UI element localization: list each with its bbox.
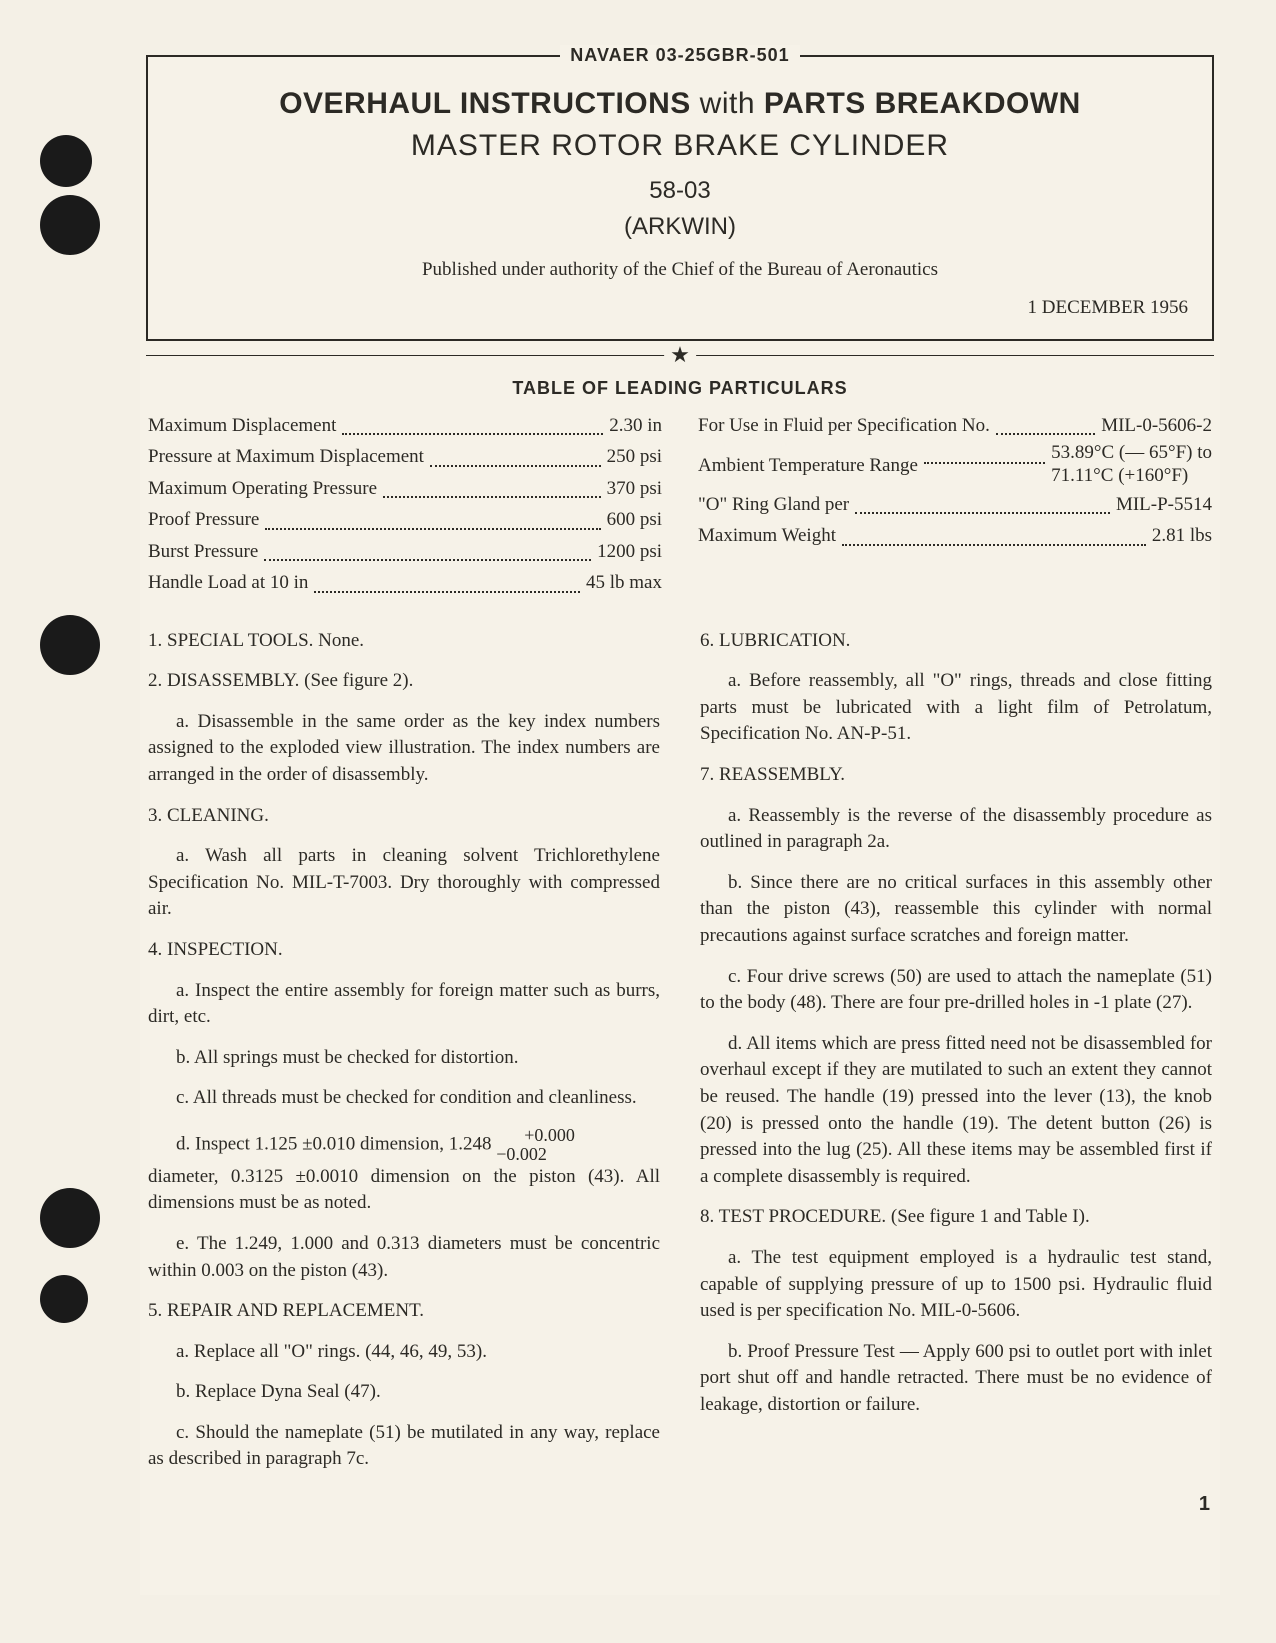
particulars-label: Pressure at Maximum Displacement: [148, 442, 424, 471]
para-8b: b. Proof Pressure Test — Apply 600 psi t…: [700, 1339, 1212, 1419]
star-icon: ★: [664, 342, 696, 368]
publication-date: 1 DECEMBER 1956: [172, 297, 1188, 319]
divider-rule: ★: [146, 355, 1214, 356]
particulars-label: Ambient Temperature Range: [698, 451, 918, 480]
particulars-value: 250 psi: [607, 442, 662, 471]
punch-hole: [40, 1188, 100, 1248]
temp-range-bottom: 71.11°C (+160°F): [1051, 465, 1188, 486]
particulars-value: 2.81 lbs: [1152, 521, 1212, 550]
particulars-left-column: Maximum Displacement 2.30 in Pressure at …: [148, 409, 662, 600]
punch-hole: [40, 195, 100, 255]
section-3-heading: 3. CLEANING.: [148, 803, 660, 830]
particulars-label: Burst Pressure: [148, 537, 258, 566]
leader-dots: [430, 465, 601, 467]
leader-dots: [996, 433, 1095, 435]
model-number: 58-03: [172, 177, 1188, 205]
particulars-label: Maximum Displacement: [148, 411, 336, 440]
punch-hole: [40, 1275, 88, 1323]
para-4d-prefix: d. Inspect 1.125 ±0.010 dimension, 1.248: [176, 1133, 496, 1154]
para-6a: a. Before reassembly, all "O" rings, thr…: [700, 668, 1212, 748]
para-5b: b. Replace Dyna Seal (47).: [148, 1379, 660, 1406]
particulars-right-column: For Use in Fluid per Specification No. MI…: [698, 409, 1212, 600]
left-text-column: 1. SPECIAL TOOLS. None. 2. DISASSEMBLY. …: [148, 618, 660, 1487]
publication-authority: Published under authority of the Chief o…: [172, 259, 1188, 281]
para-5c: c. Should the nameplate (51) be mutilate…: [148, 1420, 660, 1473]
para-4b: b. All springs must be checked for disto…: [148, 1045, 660, 1072]
para-5a: a. Replace all "O" rings. (44, 46, 49, 5…: [148, 1339, 660, 1366]
punch-hole: [40, 615, 100, 675]
particulars-value: MIL-P-5514: [1116, 490, 1212, 519]
particulars-table: Maximum Displacement 2.30 in Pressure at …: [140, 409, 1220, 600]
para-4d-cont: diameter, 0.3125 ±0.0010 dimension on th…: [148, 1164, 660, 1217]
leader-dots: [342, 433, 603, 435]
body-columns: 1. SPECIAL TOOLS. None. 2. DISASSEMBLY. …: [140, 600, 1220, 1487]
para-4d: d. Inspect 1.125 ±0.010 dimension, 1.248…: [148, 1126, 660, 1164]
particulars-label: Maximum Operating Pressure: [148, 474, 377, 503]
leader-dots: [842, 544, 1146, 546]
particulars-row: Burst Pressure 1200 psi: [148, 537, 662, 566]
para-8a: a. The test equipment employed is a hydr…: [700, 1245, 1212, 1325]
section-2-heading: 2. DISASSEMBLY. (See figure 2).: [148, 668, 660, 695]
leader-dots: [264, 559, 591, 561]
section-4-heading: 4. INSPECTION.: [148, 937, 660, 964]
title-subject: MASTER ROTOR BRAKE CYLINDER: [172, 129, 1188, 163]
leader-dots: [314, 591, 580, 593]
para-4a: a. Inspect the entire assembly for forei…: [148, 978, 660, 1031]
particulars-row: Ambient Temperature Range 53.89°C (— 65°…: [698, 442, 1212, 488]
title-main: OVERHAUL INSTRUCTIONS with PARTS BREAKDO…: [172, 87, 1188, 121]
particulars-label: For Use in Fluid per Specification No.: [698, 411, 990, 440]
particulars-value: 2.30 in: [609, 411, 662, 440]
particulars-label: Proof Pressure: [148, 505, 259, 534]
para-7b: b. Since there are no critical surfaces …: [700, 870, 1212, 950]
particulars-row: Maximum Weight 2.81 lbs: [698, 521, 1212, 550]
particulars-heading: TABLE OF LEADING PARTICULARS: [140, 378, 1220, 399]
leader-dots: [924, 462, 1045, 464]
particulars-row: Proof Pressure 600 psi: [148, 505, 662, 534]
section-6-heading: 6. LUBRICATION.: [700, 628, 1212, 655]
particulars-row: Maximum Displacement 2.30 in: [148, 411, 662, 440]
particulars-row: "O" Ring Gland per MIL-P-5514: [698, 490, 1212, 519]
section-1-heading: 1. SPECIAL TOOLS. None.: [148, 628, 660, 655]
particulars-label: Maximum Weight: [698, 521, 836, 550]
particulars-row: Maximum Operating Pressure 370 psi: [148, 474, 662, 503]
para-7a: a. Reassembly is the reverse of the disa…: [700, 803, 1212, 856]
section-8-heading: 8. TEST PROCEDURE. (See figure 1 and Tab…: [700, 1204, 1212, 1231]
leader-dots: [855, 512, 1110, 514]
leader-dots: [265, 528, 600, 530]
para-2a: a. Disassemble in the same order as the …: [148, 709, 660, 789]
title-box: NAVAER 03-25GBR-501 OVERHAUL INSTRUCTION…: [146, 55, 1214, 341]
section-5-heading: 5. REPAIR AND REPLACEMENT.: [148, 1298, 660, 1325]
para-3a: a. Wash all parts in cleaning solvent Tr…: [148, 843, 660, 923]
particulars-value: 53.89°C (— 65°F) to71.11°C (+160°F): [1051, 442, 1212, 488]
particulars-value: MIL-0-5606-2: [1101, 411, 1212, 440]
manufacturer: (ARKWIN): [172, 213, 1188, 241]
particulars-row: Pressure at Maximum Displacement 250 psi: [148, 442, 662, 471]
section-7-heading: 7. REASSEMBLY.: [700, 762, 1212, 789]
particulars-label: "O" Ring Gland per: [698, 490, 849, 519]
particulars-value: 45 lb max: [586, 568, 662, 597]
punch-hole: [40, 135, 92, 187]
para-4e: e. The 1.249, 1.000 and 0.313 diameters …: [148, 1231, 660, 1284]
right-text-column: 6. LUBRICATION. a. Before reassembly, al…: [700, 618, 1212, 1487]
tolerance-fraction: +0.000−0.002: [496, 1126, 575, 1164]
tolerance-top: +0.000: [524, 1125, 575, 1145]
temp-range-top: 53.89°C (— 65°F) to: [1051, 442, 1212, 463]
particulars-value: 1200 psi: [597, 537, 662, 566]
tolerance-bottom: −0.002: [496, 1144, 547, 1164]
para-7c: c. Four drive screws (50) are used to at…: [700, 964, 1212, 1017]
particulars-label: Handle Load at 10 in: [148, 568, 308, 597]
particulars-value: 370 psi: [607, 474, 662, 503]
page-number: 1: [140, 1493, 1220, 1516]
para-7d: d. All items which are press fitted need…: [700, 1031, 1212, 1191]
title-part-c: PARTS BREAKDOWN: [764, 87, 1081, 120]
document-id: NAVAER 03-25GBR-501: [560, 45, 799, 66]
particulars-value: 600 psi: [607, 505, 662, 534]
particulars-row: For Use in Fluid per Specification No. MI…: [698, 411, 1212, 440]
para-4c: c. All threads must be checked for condi…: [148, 1085, 660, 1112]
page: NAVAER 03-25GBR-501 OVERHAUL INSTRUCTION…: [140, 55, 1220, 1595]
leader-dots: [383, 496, 601, 498]
title-part-b: with: [691, 87, 764, 120]
title-part-a: OVERHAUL INSTRUCTIONS: [279, 87, 691, 120]
particulars-row: Handle Load at 10 in 45 lb max: [148, 568, 662, 597]
